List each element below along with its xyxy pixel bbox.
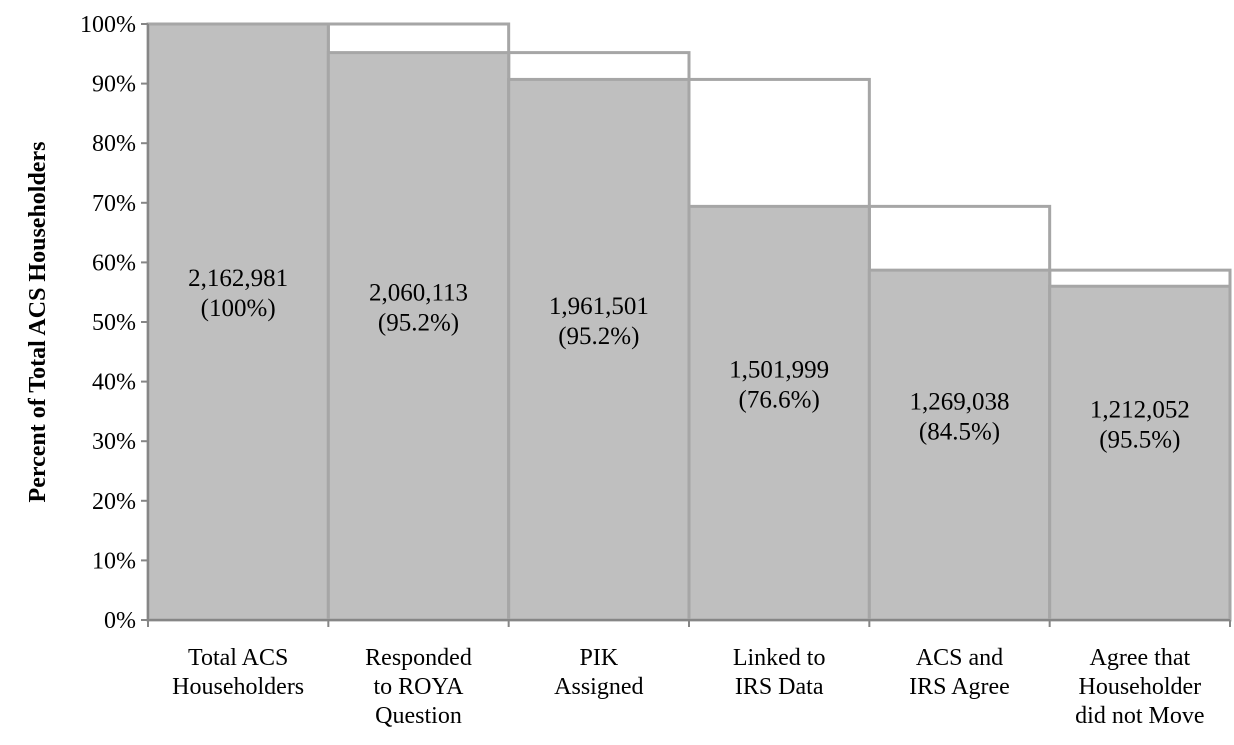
bar: [507, 77, 691, 622]
bar-data-label-line: (95.2%): [558, 323, 639, 350]
x-category-label-line: IRS Data: [735, 674, 824, 700]
bar-data-label: 1,212,052 (95.5%): [1090, 396, 1190, 453]
x-category-label-line: Householder: [1079, 674, 1202, 700]
bars: [146, 22, 1232, 622]
y-tick-label: 100%: [80, 12, 136, 38]
bar-data-label: 1,501,999 (76.6%): [729, 356, 829, 413]
y-tick-label: 60%: [92, 250, 136, 276]
x-category-label: Agree that Householder did not Move: [1075, 645, 1204, 729]
x-category-labels: Total ACS Householders Responded to ROYA Que…: [172, 645, 1204, 729]
y-tick-label: 0%: [104, 608, 136, 634]
bar-data-label-line: 2,162,981: [188, 265, 288, 292]
axes: [141, 23, 1231, 627]
bar-data-label-line: 1,212,052: [1090, 396, 1190, 423]
x-category-label: ACS and IRS Agree: [909, 645, 1010, 700]
y-tick-label: 30%: [92, 429, 136, 455]
bar: [687, 204, 871, 622]
bar-data-label: 2,060,113 (95.2%): [369, 280, 468, 337]
x-category-label-line: Agree that: [1090, 645, 1191, 671]
y-tick-label: 20%: [92, 489, 136, 515]
x-category-label: Total ACS Householders: [172, 645, 304, 700]
x-category-label-line: PIK: [579, 645, 618, 671]
bar-data-label-line: 1,961,501: [549, 293, 649, 320]
x-category-label-line: IRS Agree: [909, 674, 1010, 700]
x-category-label: PIK Assigned: [554, 645, 643, 700]
y-tick-label: 50%: [92, 310, 136, 336]
bar-data-label-line: 1,501,999: [729, 356, 829, 383]
bar-data-label-line: (100%): [201, 295, 276, 322]
bar: [867, 268, 1052, 622]
x-category-label-line: Linked to: [733, 645, 826, 671]
y-tick-label: 90%: [92, 72, 136, 98]
x-category-label-line: Responded: [365, 645, 472, 671]
x-category-label: Responded to ROYA Question: [365, 645, 472, 729]
y-tick-label: 70%: [92, 191, 136, 217]
bar-data-label: 2,162,981 (100%): [188, 265, 288, 322]
bar-data-label-line: (76.6%): [739, 386, 820, 413]
bar-data-label-line: (84.5%): [919, 418, 1000, 445]
y-tick-label: 80%: [92, 131, 136, 157]
bar-data-label-line: (95.2%): [378, 310, 459, 337]
bar-data-label-line: 1,269,038: [910, 388, 1010, 415]
x-category-label-line: did not Move: [1075, 703, 1204, 729]
x-category-label-line: ACS and: [916, 645, 1003, 671]
bar-data-label: 1,269,038 (84.5%): [910, 388, 1010, 445]
x-category-label-line: Assigned: [554, 674, 643, 700]
bar-data-label-line: (95.5%): [1099, 426, 1180, 453]
bar: [326, 51, 511, 622]
y-axis-label: Percent of Total ACS Householders: [25, 142, 51, 503]
x-category-label-line: Total ACS: [188, 645, 288, 671]
bar: [1048, 284, 1232, 622]
x-category-label-line: to ROYA: [373, 674, 464, 700]
x-category-label: Linked to IRS Data: [733, 645, 826, 700]
x-category-label-line: Householders: [172, 674, 304, 700]
x-category-label-line: Question: [375, 703, 462, 729]
y-tick-labels: 0% 10% 20% 30% 40% 50% 60% 70% 80% 90% 100%: [80, 12, 136, 634]
bar-data-label-line: 2,060,113: [369, 280, 468, 307]
bar-data-label: 1,961,501 (95.2%): [549, 293, 649, 350]
y-tick-label: 10%: [92, 548, 136, 574]
y-tick-label: 40%: [92, 370, 136, 396]
data-labels: 2,162,981 (100%)2,060,113 (95.2%)1,961,501…: [188, 265, 1190, 453]
